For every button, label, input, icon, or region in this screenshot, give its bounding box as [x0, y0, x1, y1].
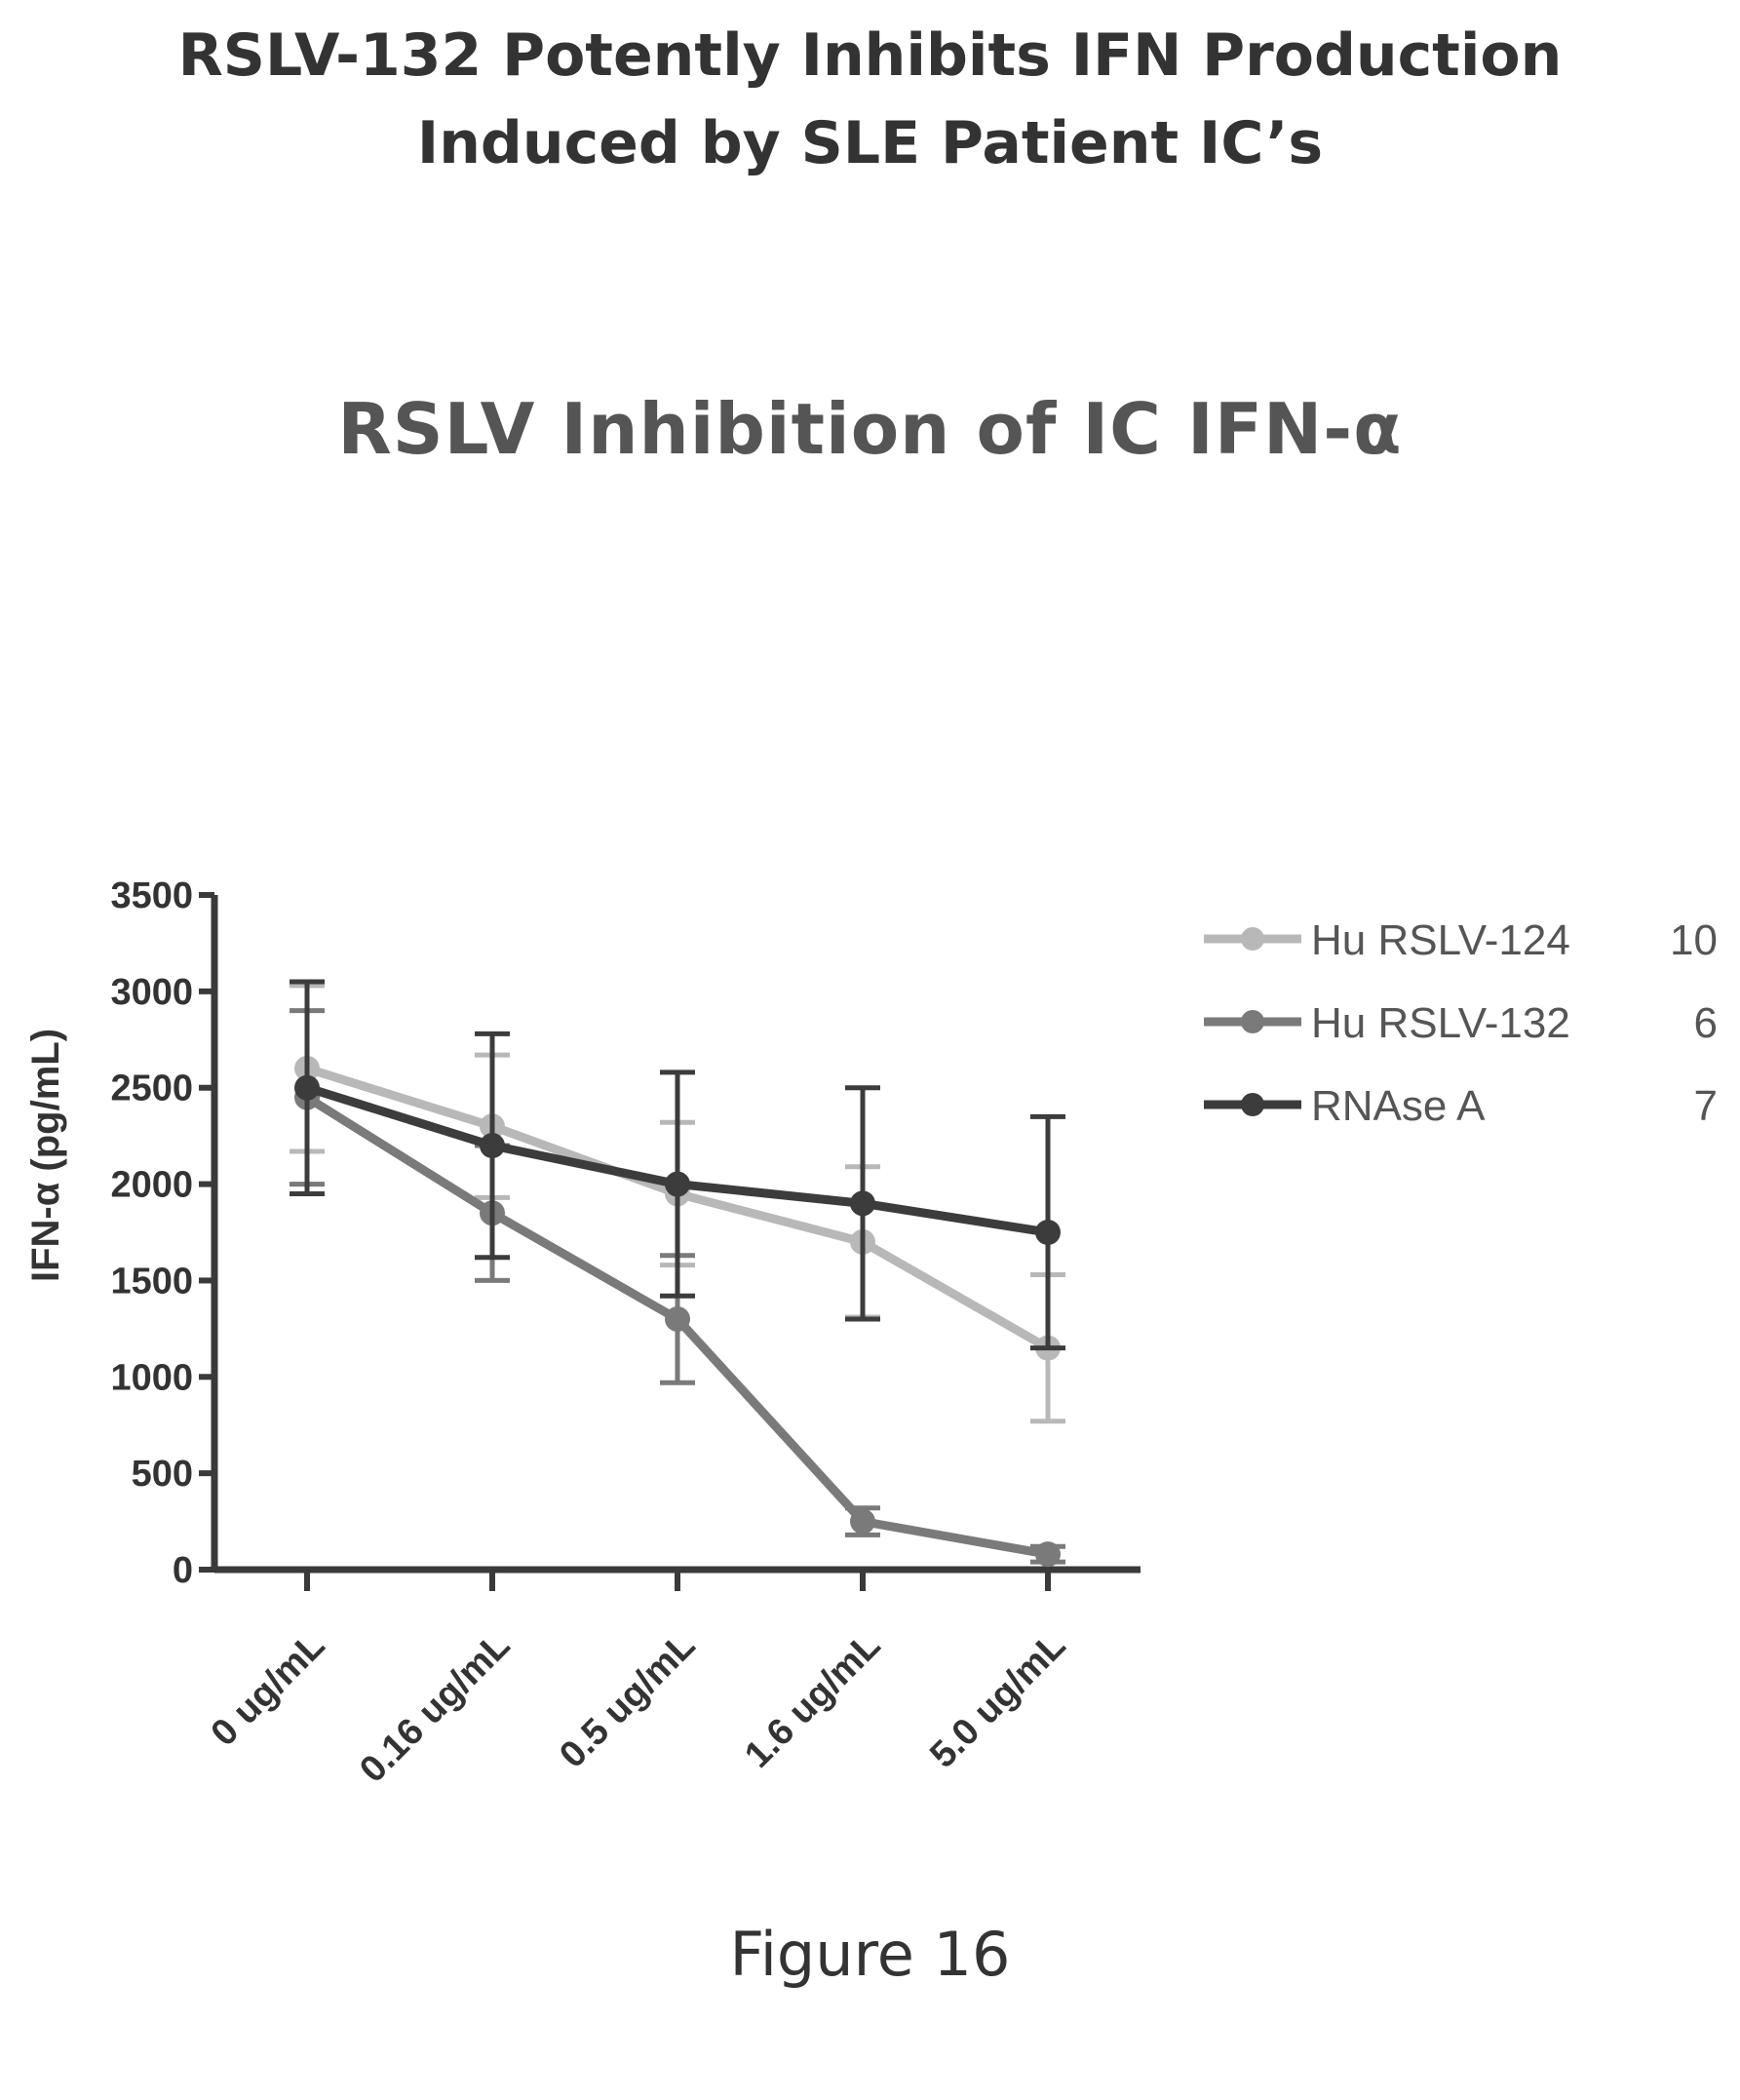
- data-point: [294, 1074, 320, 1101]
- legend-n: 10: [1670, 916, 1718, 964]
- data-point: [850, 1190, 875, 1217]
- figure-caption: Figure 16: [729, 1919, 1011, 1990]
- legend-n: 7: [1694, 1082, 1718, 1130]
- y-tick-label: 3000: [110, 972, 193, 1013]
- y-tick-label: 2000: [110, 1165, 193, 1206]
- legend-swatch-marker: [1241, 1093, 1264, 1116]
- page-title-line-1: RSLV-132 Potently Inhibits IFN Productio…: [177, 21, 1563, 90]
- series-rnase-a: [290, 979, 1065, 1351]
- y-tick-label: 1000: [110, 1357, 193, 1398]
- data-point: [1035, 1220, 1061, 1245]
- chart-title: RSLV Inhibition of IC IFN-α: [337, 388, 1403, 470]
- x-tick-label: 0 ug/mL: [204, 1625, 333, 1755]
- data-point: [850, 1508, 875, 1535]
- data-point: [665, 1305, 690, 1332]
- x-tick-label: 1.6 ug/mL: [737, 1625, 888, 1776]
- chart-axes: 0 500 1000 1500 2000 2500 3000 3500 0 ug/mL 0.16 …: [110, 875, 1141, 1791]
- legend-swatch-marker: [1241, 1010, 1264, 1033]
- legend-swatch-marker: [1241, 927, 1264, 951]
- data-point: [665, 1171, 690, 1197]
- legend-item: Hu RSLV-124 10: [1204, 916, 1718, 964]
- y-tick-label: 1500: [110, 1261, 193, 1302]
- data-point: [1035, 1541, 1061, 1568]
- x-tick-label: 5.0 ug/mL: [922, 1625, 1073, 1776]
- y-tick-label: 3500: [110, 875, 193, 916]
- legend-label: Hu RSLV-124: [1311, 916, 1570, 964]
- x-tick-label: 0.5 ug/mL: [552, 1625, 703, 1776]
- page-title: RSLV-132 Potently Inhibits IFN Productio…: [0, 12, 1740, 187]
- y-tick-label: 0: [173, 1550, 193, 1591]
- line-chart: 0 500 1000 1500 2000 2500 3000 3500 0 ug/mL 0.16 …: [24, 875, 1718, 1791]
- page-title-line-2: Induced by SLE Patient IC’s: [416, 109, 1324, 177]
- y-tick-label: 2500: [110, 1069, 193, 1109]
- legend-item: Hu RSLV-132 6: [1204, 999, 1718, 1047]
- data-point: [480, 1133, 505, 1159]
- y-axis-title: IFN-α (pg/mL): [24, 1029, 67, 1282]
- legend-label: Hu RSLV-132: [1311, 999, 1570, 1047]
- y-tick-label: 500: [132, 1454, 193, 1495]
- legend-item: RNAse A 7: [1204, 1082, 1718, 1130]
- chart-legend: Hu RSLV-124 10 Hu RSLV-132 6 RNAse A 7: [1204, 916, 1718, 1130]
- x-tick-label: 0.16 ug/mL: [352, 1625, 518, 1791]
- chart-series: [290, 979, 1065, 1568]
- legend-label: RNAse A: [1311, 1082, 1486, 1130]
- legend-n: 6: [1694, 999, 1718, 1047]
